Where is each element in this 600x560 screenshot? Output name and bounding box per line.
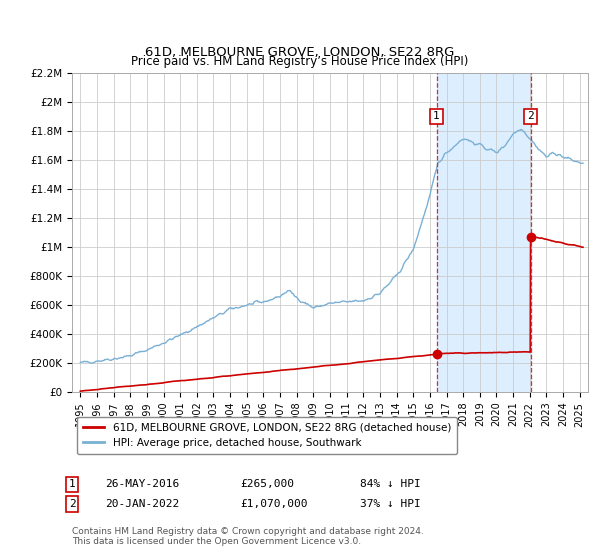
Legend: 61D, MELBOURNE GROVE, LONDON, SE22 8RG (detached house), HPI: Average price, det: 61D, MELBOURNE GROVE, LONDON, SE22 8RG (… bbox=[77, 417, 457, 454]
Text: 37% ↓ HPI: 37% ↓ HPI bbox=[360, 499, 421, 509]
Bar bbox=[437, 73, 530, 392]
Text: 2: 2 bbox=[527, 111, 534, 122]
Text: Contains HM Land Registry data © Crown copyright and database right 2024.
This d: Contains HM Land Registry data © Crown c… bbox=[72, 526, 424, 546]
Text: £1,070,000: £1,070,000 bbox=[240, 499, 308, 509]
Text: 61D, MELBOURNE GROVE, LONDON, SE22 8RG: 61D, MELBOURNE GROVE, LONDON, SE22 8RG bbox=[145, 46, 455, 59]
Text: 1: 1 bbox=[68, 479, 76, 489]
Text: 26-MAY-2016: 26-MAY-2016 bbox=[105, 479, 179, 489]
Text: 1: 1 bbox=[433, 111, 440, 122]
Text: £265,000: £265,000 bbox=[240, 479, 294, 489]
Text: Price paid vs. HM Land Registry’s House Price Index (HPI): Price paid vs. HM Land Registry’s House … bbox=[131, 55, 469, 68]
Text: 2: 2 bbox=[68, 499, 76, 509]
Text: 84% ↓ HPI: 84% ↓ HPI bbox=[360, 479, 421, 489]
Text: 20-JAN-2022: 20-JAN-2022 bbox=[105, 499, 179, 509]
